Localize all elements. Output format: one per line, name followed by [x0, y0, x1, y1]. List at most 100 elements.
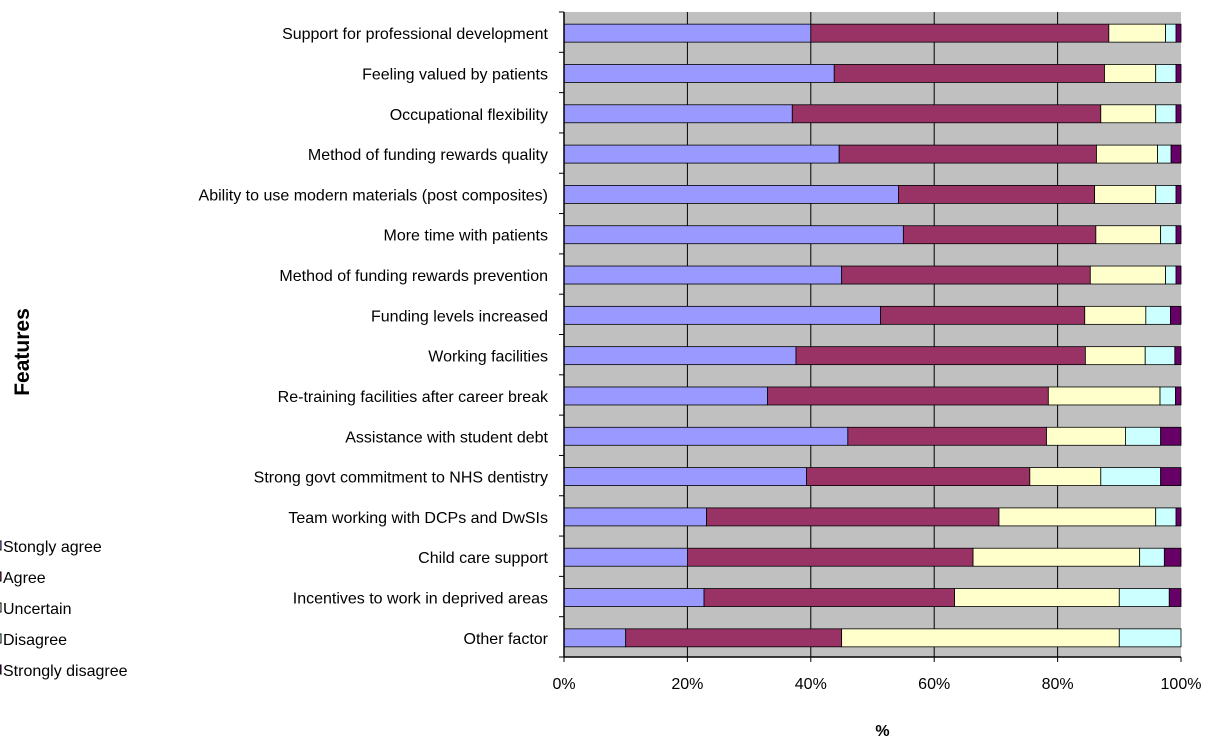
bar-segment: [1145, 305, 1171, 325]
bar-segment: [703, 588, 955, 607]
bar-segment: [841, 628, 1120, 648]
bar-segment: [838, 144, 1097, 164]
bar-segment: [563, 426, 849, 446]
bar-segment: [1163, 547, 1182, 567]
category-label: Strong govt commitment to NHS dentistry: [254, 470, 548, 487]
bar-segment: [1096, 144, 1158, 164]
bar-segment: [954, 588, 1120, 607]
bar-segment: [563, 64, 835, 83]
category-label: Method of funding rewards quality: [308, 147, 548, 164]
x-axis-title: %: [875, 723, 889, 738]
bar-segment: [1175, 225, 1182, 245]
bar-segment: [1084, 305, 1147, 325]
bar-segment: [1170, 144, 1182, 164]
bar-segment: [1089, 265, 1166, 285]
category-label: More time with patients: [383, 228, 548, 245]
x-tick-label: 60%: [918, 676, 950, 693]
bar-segment: [1168, 588, 1182, 607]
bar-segment: [1160, 225, 1177, 245]
category-label: Occupational flexibility: [390, 107, 548, 124]
y-axis-title: Features: [11, 308, 34, 396]
bar-segment: [563, 104, 793, 124]
bar-segment: [563, 225, 904, 245]
bar-segment: [810, 23, 1110, 43]
bar-segment: [1175, 507, 1182, 527]
legend-swatch: [0, 540, 2, 551]
bar-segment: [1160, 467, 1182, 486]
bar-segment: [1155, 104, 1177, 124]
bar-segment: [880, 305, 1086, 325]
category-label: Team working with DCPs and DwSIs: [288, 510, 548, 527]
bar-segment: [998, 507, 1157, 527]
bar-segment: [1029, 467, 1102, 486]
legend: Stongly agree Agree Uncertain Disagree Stron…: [0, 539, 128, 680]
bar-segment: [1175, 64, 1182, 83]
category-label: Incentives to work in deprived areas: [293, 591, 548, 608]
x-tick-label: 100%: [1161, 676, 1202, 693]
bar-segment: [1175, 265, 1182, 285]
category-labels: Support for professional development Feel…: [199, 26, 549, 648]
bars: [563, 23, 1182, 648]
bar-segment: [1160, 426, 1182, 446]
bar-segment: [1094, 185, 1157, 204]
bar-segment: [1100, 467, 1162, 486]
bar-segment: [563, 386, 769, 406]
bar-segment: [1084, 346, 1146, 366]
bar-segment: [563, 265, 843, 285]
bar-segment: [791, 104, 1102, 124]
bar-segment: [563, 305, 881, 325]
legend-label: Stongly agree: [3, 539, 102, 556]
bar-segment: [1175, 386, 1182, 406]
bar-segment: [1175, 23, 1182, 43]
bar-segment: [625, 628, 843, 648]
category-label: Working facilities: [428, 349, 548, 366]
bar-segment: [1165, 23, 1177, 43]
legend-swatch: [0, 633, 2, 644]
legend-swatch: [0, 602, 2, 613]
legend-label: Disagree: [3, 632, 67, 649]
category-label: Other factor: [464, 631, 549, 648]
bar-segment: [563, 144, 840, 164]
bar-segment: [902, 225, 1097, 245]
category-label: Method of funding rewards prevention: [279, 268, 548, 285]
bar-segment: [706, 507, 1000, 527]
bar-segment: [1157, 144, 1172, 164]
bar-segment: [1175, 104, 1182, 124]
category-label: Funding levels increased: [371, 308, 548, 325]
category-label: Ability to use modern materials (post co…: [199, 187, 548, 204]
legend-swatch: [0, 664, 2, 675]
bar-segment: [1118, 628, 1182, 648]
bar-segment: [1118, 588, 1170, 607]
legend-label: Uncertain: [3, 601, 71, 618]
bar-segment: [833, 64, 1105, 83]
x-tick-labels: 0% 20% 40% 60% 80% 100%: [552, 676, 1201, 693]
bar-segment: [841, 265, 1091, 285]
category-label: Child care support: [418, 550, 548, 567]
bar-segment: [1165, 265, 1177, 285]
bar-segment: [563, 467, 807, 486]
legend-label: Strongly disagree: [3, 663, 128, 680]
bar-segment: [972, 547, 1141, 567]
bar-segment: [1046, 426, 1126, 446]
bar-segment: [1159, 386, 1176, 406]
bar-segment: [1174, 346, 1182, 366]
bar-segment: [563, 23, 812, 43]
bar-segment: [563, 628, 627, 648]
bar-segment: [1155, 185, 1177, 204]
category-label: Support for professional development: [282, 26, 548, 43]
bar-segment: [1108, 23, 1166, 43]
bar-segment: [563, 346, 797, 366]
bar-segment: [1139, 547, 1165, 567]
bar-segment: [1175, 185, 1182, 204]
bar-segment: [1095, 225, 1162, 245]
bar-segment: [563, 185, 899, 204]
x-tick-label: 0%: [552, 676, 575, 693]
bar-segment: [687, 547, 974, 567]
legend-label: Agree: [3, 570, 46, 587]
bar-segment: [563, 588, 705, 607]
bar-segment: [898, 185, 1096, 204]
bar-segment: [1170, 305, 1182, 325]
bar-segment: [1125, 426, 1162, 446]
axes: [559, 11, 1182, 662]
bar-segment: [563, 547, 688, 567]
